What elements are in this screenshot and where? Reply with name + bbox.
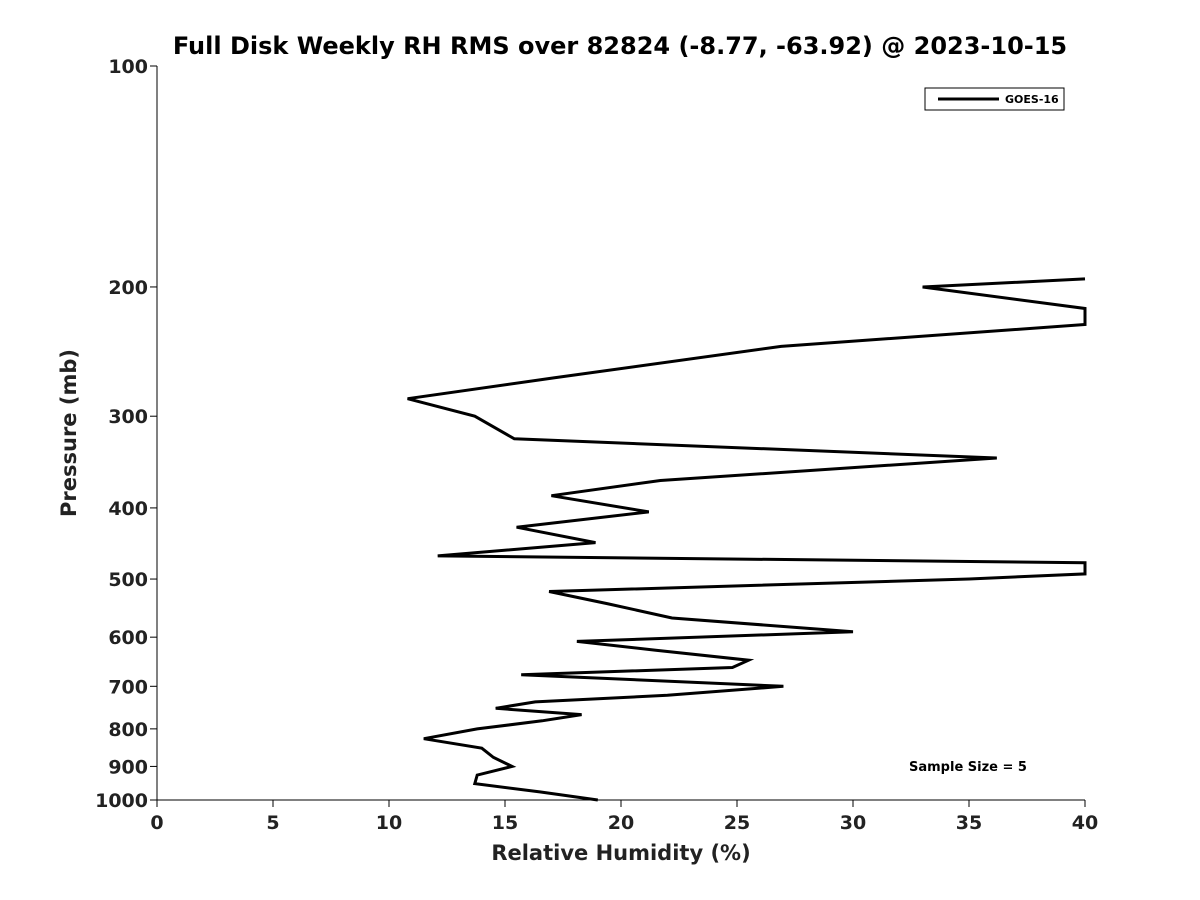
x-tick-label: 20: [608, 812, 634, 834]
x-tick-label: 10: [376, 812, 402, 834]
y-tick-label: 900: [108, 756, 148, 778]
chart-title: Full Disk Weekly RH RMS over 82824 (-8.7…: [173, 32, 1067, 60]
sample-size-annotation: Sample Size = 5: [909, 760, 1027, 775]
y-tick-label: 400: [108, 498, 148, 520]
x-tick-label: 0: [150, 812, 163, 834]
series-layer: [407, 277, 1087, 802]
legend-label: GOES-16: [1005, 93, 1059, 106]
y-ticks: 100 200 300 400 500 600 700 800 900 1000: [95, 56, 157, 812]
x-tick-label: 25: [724, 812, 750, 834]
y-tick-label: 200: [108, 277, 148, 299]
x-tick-label: 40: [1072, 812, 1098, 834]
x-ticks: 0 5 10 15 20 25 30 35 40: [150, 800, 1098, 834]
plot-area: [156, 66, 1085, 801]
y-tick-label: 700: [108, 676, 148, 698]
y-tick-label: 1000: [95, 790, 148, 812]
x-tick-label: 35: [956, 812, 982, 834]
x-tick-label: 5: [266, 812, 279, 834]
x-tick-label: 15: [492, 812, 518, 834]
y-tick-label: 300: [108, 406, 148, 428]
y-tick-label: 100: [108, 56, 148, 78]
legend: GOES-16: [924, 87, 1065, 111]
series-line: [407, 277, 1087, 802]
y-tick-label: 500: [108, 569, 148, 591]
x-tick-label: 30: [840, 812, 866, 834]
y-tick-label: 600: [108, 627, 148, 649]
y-tick-label: 800: [108, 719, 148, 741]
x-axis-label: Relative Humidity (%): [491, 841, 750, 865]
y-axis-label: Pressure (mb): [57, 349, 81, 517]
